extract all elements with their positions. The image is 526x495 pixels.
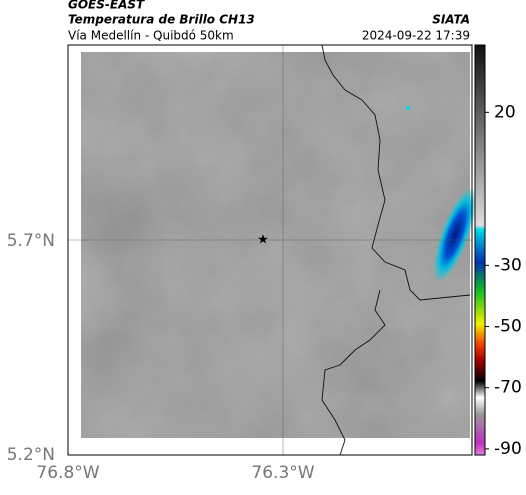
satellite: GOES-EAST [68, 0, 145, 12]
imagery [81, 52, 470, 438]
lat-label: 5.7°N [7, 231, 55, 251]
datetime: 2024-09-22 17:39 [362, 29, 470, 43]
product: Temperatura de Brillo CH13 [68, 13, 255, 27]
cold-spot [406, 106, 410, 110]
colorbar [474, 44, 486, 456]
colorbar-tick-label: -50 [494, 316, 522, 336]
cold-cloud [433, 187, 477, 283]
colorbar-ticks: 20 -30 -50 -70 -90 [485, 102, 522, 459]
colorbar-tick-label: 20 [494, 102, 516, 122]
lon-label: 76.8°W [36, 463, 99, 483]
map: ★ [67, 44, 477, 456]
source: SIATA [432, 13, 470, 27]
border [321, 44, 471, 301]
colorbar-tick-label: -30 [494, 255, 522, 275]
lat-label: 5.2°N [7, 445, 55, 465]
header: GOES-EAST Temperatura de Brillo CH13 Vía… [68, 0, 470, 43]
star-marker: ★ [257, 233, 269, 248]
border [321, 289, 386, 456]
map-frame [67, 44, 473, 456]
colorbar-tick-label: -90 [494, 439, 522, 459]
location: Vía Medellín - Quibdó 50km [68, 29, 234, 43]
lon-label: 76.3°W [251, 463, 314, 483]
colorbar-tick-label: -70 [494, 378, 522, 398]
axes: 5.7°N 5.2°N 76.8°W 76.3°W [7, 231, 315, 483]
